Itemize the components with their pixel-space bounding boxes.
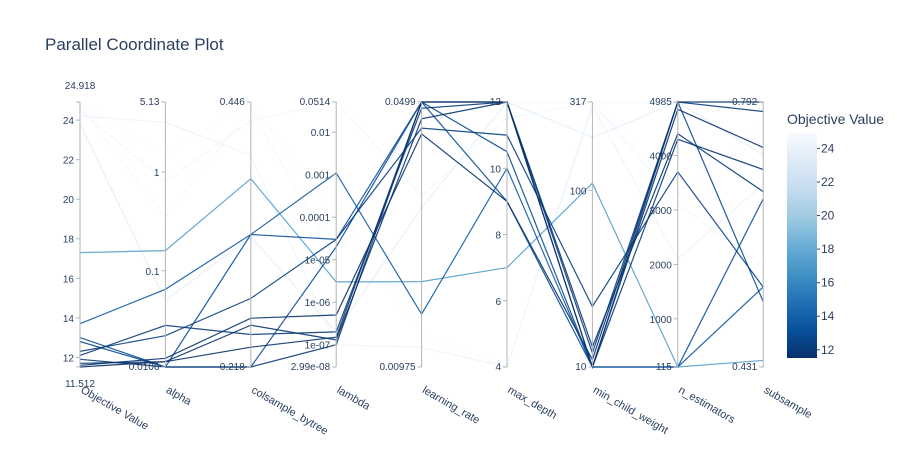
axis-tick-label: 22 (63, 156, 75, 167)
axis-objective-value[interactable]: 24.918 11.512 12 14 16 18 20 22 24 Objective Valu… (63, 81, 151, 433)
axis-tick-label: 8 (495, 231, 501, 242)
axis-range-label: 4985 (650, 97, 673, 108)
axis-tick-label: 0.001 (305, 171, 330, 182)
axis-range-label: 317 (570, 97, 587, 108)
axis-colsample-bytree[interactable]: 0.446 0.218 colsample_bytree (220, 97, 330, 438)
axis-tick-label: 3000 (650, 206, 673, 217)
colorbar-gradient (787, 133, 817, 358)
axis-range-label: 0.431 (732, 362, 757, 373)
axis-tick-label: 1e-07 (305, 341, 331, 352)
axis-tick-label: 0.01 (311, 128, 331, 139)
colorbar-tick-label: 18 (821, 242, 835, 256)
axis-label: Objective Value (79, 384, 151, 433)
axis-range-label: 0.0514 (300, 97, 331, 108)
colorbar: Objective Value 24 22 20 18 16 14 12 (787, 111, 884, 358)
axis-tick-label: 14 (63, 314, 75, 325)
axis-range-label: 115 (656, 362, 672, 373)
axis-label: colsample_bytree (249, 384, 330, 438)
axis-range-label: 0.446 (220, 97, 245, 108)
axis-label: max_depth (506, 384, 559, 422)
axis-label: lambda (335, 384, 373, 413)
chart-title: Parallel Coordinate Plot (45, 35, 224, 54)
axis-label: subsample (762, 384, 814, 421)
axis-label: min_child_weight (591, 384, 670, 437)
axis-label: alpha (164, 384, 194, 408)
axis-tick-label: 20 (63, 195, 75, 206)
axis-range-label: 4 (495, 362, 501, 373)
axis-range-label: 2.99e-08 (291, 362, 331, 373)
colorbar-tick-label: 24 (821, 141, 835, 155)
axis-tick-label: 2000 (650, 260, 673, 271)
axis-range-label: 0.0499 (385, 97, 416, 108)
axis-range-label: 11.512 (65, 379, 95, 390)
axis-range-label: 24.918 (65, 81, 96, 92)
axis-range-label: 12 (490, 97, 502, 108)
axis-tick-label: 6 (495, 297, 501, 308)
axis-tick-label: 1000 (650, 315, 673, 326)
axis-tick-label: 1 (154, 168, 160, 179)
axis-tick-label: 12 (63, 353, 75, 364)
colorbar-tick-label: 22 (821, 175, 835, 189)
axis-label: n_estimators (676, 384, 737, 426)
axis-label: learning_rate (420, 384, 482, 427)
axis-tick-label: 0.0001 (300, 213, 331, 224)
colorbar-tick-label: 20 (821, 209, 835, 223)
axis-range-label: 10 (575, 362, 587, 373)
axis-tick-label: 10 (490, 164, 502, 175)
axis-tick-label: 0.1 (145, 267, 159, 278)
axis-tick-label: 18 (63, 235, 75, 246)
axis-lambda[interactable]: 0.0514 2.99e-08 1e-07 1e-06 1e-05 0.0001 0.001… (291, 97, 373, 413)
axis-range-label: 0.0106 (129, 362, 160, 373)
axis-max-depth[interactable]: 12 4 6 8 10 max_depth (490, 97, 559, 422)
colorbar-tick-label: 16 (821, 276, 835, 290)
axis-tick-label: 1e-06 (305, 298, 331, 309)
axis-range-label: 0.218 (220, 362, 245, 373)
colorbar-tick-label: 12 (821, 343, 835, 357)
axis-tick-label: 16 (63, 274, 75, 285)
axis-tick-label: 24 (63, 116, 75, 127)
axis-tick-label: 100 (570, 186, 587, 197)
axis-range-label: 0.00975 (379, 362, 416, 373)
axis-tick-label: 4000 (650, 152, 673, 163)
colorbar-title: Objective Value (787, 111, 884, 127)
colorbar-tick-label: 14 (821, 309, 835, 323)
axis-range-label: 5.13 (140, 97, 160, 108)
axis-tick-label: 1e-05 (305, 256, 331, 267)
axis-range-label: 0.792 (732, 97, 757, 108)
